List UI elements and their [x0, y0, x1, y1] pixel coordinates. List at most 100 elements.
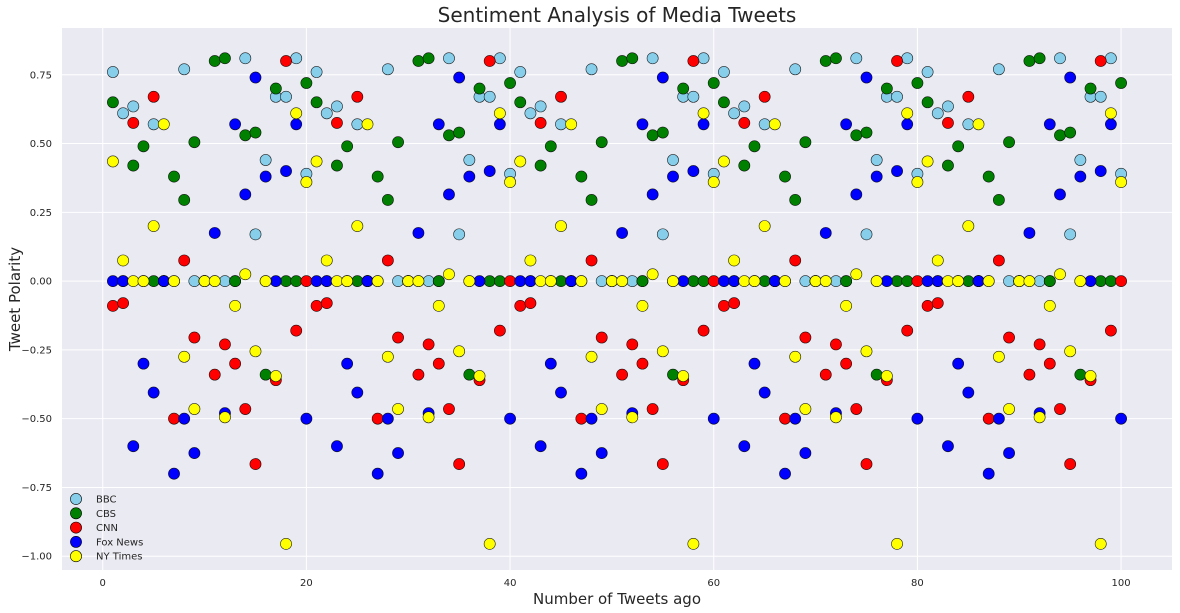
data-point — [911, 275, 924, 288]
y-tick-labels: −1.00 −0.75 −0.50 −0.25 0.00 0.25 0.50 0.75 — [21, 70, 52, 562]
data-point — [850, 268, 863, 281]
data-point — [259, 170, 272, 183]
data-point — [667, 154, 679, 166]
data-point — [524, 275, 537, 288]
data-point — [1064, 458, 1077, 470]
data-point — [422, 411, 435, 424]
data-point — [942, 100, 954, 113]
data-point — [219, 411, 231, 424]
data-point — [779, 170, 791, 183]
data-point — [921, 299, 934, 312]
data-point — [412, 275, 425, 288]
data-point — [371, 412, 384, 425]
data-point — [809, 275, 822, 288]
data-point — [290, 324, 303, 337]
data-point — [168, 412, 180, 425]
y-tick-label: 0.25 — [30, 208, 52, 219]
data-point — [443, 52, 455, 65]
data-point — [860, 458, 873, 470]
data-point — [870, 154, 883, 166]
data-point — [626, 411, 639, 424]
data-point — [1104, 118, 1117, 131]
data-point — [1023, 368, 1036, 381]
data-point — [300, 77, 313, 89]
x-tick-label: 40 — [504, 578, 517, 589]
data-point — [117, 275, 130, 288]
data-point — [1115, 412, 1127, 425]
data-point — [606, 275, 618, 288]
data-point — [443, 129, 455, 142]
data-point — [677, 275, 690, 288]
data-point — [697, 275, 710, 288]
data-point — [656, 458, 669, 470]
data-point — [239, 268, 252, 281]
data-point — [249, 126, 262, 139]
data-point — [870, 368, 883, 381]
data-point — [331, 275, 343, 288]
data-point — [758, 118, 771, 131]
data-point — [799, 136, 812, 149]
data-point — [1064, 71, 1077, 84]
data-point — [646, 129, 659, 142]
data-point — [514, 155, 527, 168]
data-point — [931, 107, 944, 120]
data-point — [188, 136, 201, 149]
data-point — [626, 52, 639, 65]
data-point — [728, 275, 741, 288]
data-point — [565, 275, 578, 288]
data-point — [911, 176, 924, 188]
data-point — [239, 188, 252, 201]
data-point — [249, 458, 262, 470]
data-point — [758, 220, 771, 232]
data-point — [137, 357, 150, 370]
data-point — [992, 350, 1005, 363]
data-point — [392, 331, 404, 344]
data-point — [1094, 55, 1107, 67]
data-point — [575, 275, 588, 288]
data-point — [219, 52, 231, 65]
data-point — [850, 129, 863, 142]
data-point — [667, 275, 679, 288]
data-point — [1115, 275, 1127, 288]
data-point — [392, 403, 404, 415]
data-point — [697, 118, 710, 131]
data-point — [157, 275, 170, 288]
data-point — [514, 275, 527, 288]
data-point — [534, 159, 547, 172]
data-point — [392, 447, 404, 459]
data-point — [595, 275, 608, 288]
data-point — [453, 458, 466, 470]
data-point — [208, 227, 221, 239]
data-point — [789, 254, 802, 267]
data-point — [504, 176, 516, 188]
data-point — [819, 55, 832, 67]
data-point — [1064, 345, 1077, 358]
data-point — [168, 467, 180, 480]
data-point — [147, 220, 160, 232]
data-point — [718, 66, 730, 78]
data-point — [249, 345, 262, 358]
data-point — [493, 118, 506, 131]
data-point — [921, 155, 934, 168]
data-point — [351, 220, 364, 232]
data-point — [107, 96, 119, 109]
data-point — [320, 107, 333, 120]
data-point — [646, 403, 659, 415]
data-point — [504, 275, 516, 288]
data-point — [463, 275, 476, 288]
data-point — [656, 71, 669, 84]
data-point — [1094, 275, 1107, 288]
data-point — [168, 170, 180, 183]
data-point — [310, 275, 323, 288]
data-point — [585, 194, 598, 206]
data-point — [901, 324, 914, 337]
data-point — [1115, 77, 1127, 89]
data-point — [1043, 357, 1056, 370]
data-point — [534, 100, 547, 113]
data-point — [1054, 129, 1066, 142]
data-point — [707, 176, 720, 188]
data-point — [840, 299, 853, 312]
data-point — [616, 275, 628, 288]
plot-area — [62, 28, 1172, 570]
data-point — [1094, 90, 1107, 103]
